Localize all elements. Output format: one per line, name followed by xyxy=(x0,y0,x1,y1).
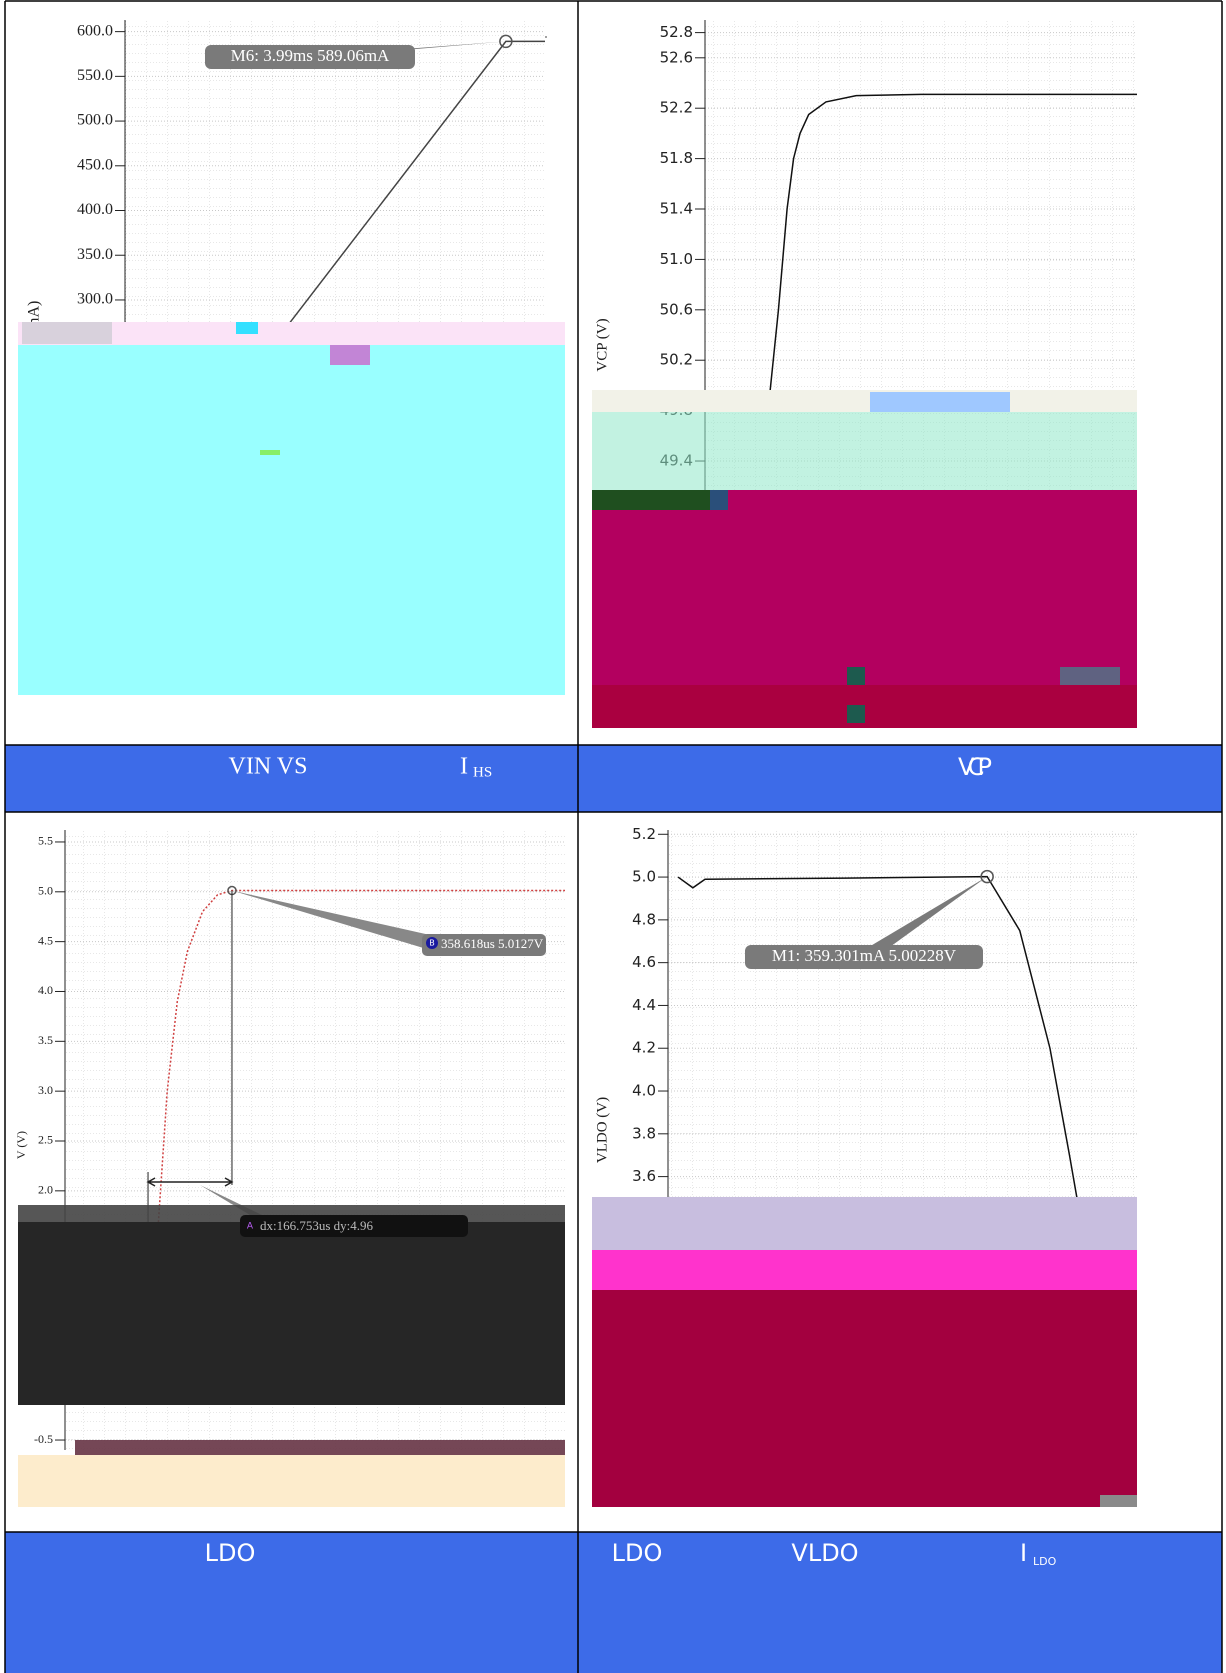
y-tick-label: 3.0 xyxy=(38,1083,53,1097)
annotation: dx:166.753us dy:4.96 xyxy=(260,1218,374,1233)
y-tick-label: 50.6 xyxy=(660,300,693,318)
corrupted-region xyxy=(260,450,280,455)
y-tick-label: 5.0 xyxy=(632,868,656,886)
y-tick-label: 5.5 xyxy=(38,834,53,848)
y-tick-label: 3.5 xyxy=(38,1033,53,1047)
y-tick-label: 3.8 xyxy=(632,1124,656,1142)
corrupted-region xyxy=(1100,1495,1137,1507)
y-tick-label: 350.0 xyxy=(77,246,113,263)
annotation: M6: 3.99ms 589.06mA xyxy=(231,46,390,65)
y-tick-label: 52.2 xyxy=(660,99,693,117)
corrupted-region xyxy=(22,322,112,344)
corrupted-region xyxy=(592,390,1137,412)
caption: VLDO xyxy=(791,1539,858,1567)
badge-label: B xyxy=(429,939,435,948)
y-tick-label: 4.6 xyxy=(632,953,656,971)
y-tick-label: 4.2 xyxy=(632,1039,656,1057)
y-tick-label: -0.5 xyxy=(34,1432,53,1446)
annotation: 358.618us 5.0127V xyxy=(441,936,544,951)
corrupted-region xyxy=(870,392,1010,412)
y-tick-label: 4.0 xyxy=(632,1082,656,1100)
y-tick-label: 5.0 xyxy=(38,884,53,898)
corrupted-region xyxy=(592,1290,1137,1507)
y-tick-label: 450.0 xyxy=(77,156,113,173)
y-tick-label: 600.0 xyxy=(77,22,113,39)
badge-label: A xyxy=(247,1222,254,1232)
caption-sub: LDO xyxy=(1033,1555,1057,1568)
y-tick-label: 4.4 xyxy=(632,996,656,1014)
corrupted-region xyxy=(847,705,865,723)
caption: VIN VS xyxy=(229,754,308,780)
page: 300.0350.0400.0450.0500.0550.0600.0(mA)M… xyxy=(0,0,1226,1673)
y-tick-label: 2.5 xyxy=(38,1133,53,1147)
y-axis-label: VCP (V) xyxy=(594,318,610,371)
y-tick-label: 4.8 xyxy=(632,910,656,928)
y-tick-label: 52.6 xyxy=(660,48,693,66)
y-tick-label: 5.2 xyxy=(632,825,656,843)
corrupted-region xyxy=(592,490,1137,685)
corrupted-region xyxy=(592,490,710,510)
y-tick-label: 400.0 xyxy=(77,201,113,218)
corrupted-region xyxy=(592,412,1137,490)
y-tick-label: 50.2 xyxy=(660,351,693,369)
y-tick-label: 500.0 xyxy=(77,112,113,129)
y-tick-label: 4.5 xyxy=(38,933,53,947)
caption-sub: HS xyxy=(473,764,492,780)
y-tick-label: 51.0 xyxy=(660,250,693,268)
y-tick-label: 3.6 xyxy=(632,1167,656,1185)
y-axis-label: V (V) xyxy=(14,1131,28,1159)
caption: I xyxy=(460,754,468,780)
corrupted-region xyxy=(710,490,728,510)
corrupted-region xyxy=(18,345,565,695)
corrupted-region xyxy=(330,345,370,365)
caption-cell xyxy=(578,1532,1222,1673)
corrupted-region xyxy=(18,1455,565,1507)
y-axis-label: VLDO (V) xyxy=(594,1097,610,1163)
corrupted-region xyxy=(1060,667,1120,685)
corrupted-region xyxy=(592,1250,1137,1290)
y-tick-label: 51.8 xyxy=(660,149,693,167)
y-tick-label: 52.8 xyxy=(660,23,693,41)
caption-cell xyxy=(5,1532,578,1673)
caption-cell xyxy=(578,745,1222,812)
corrupted-region xyxy=(236,322,258,334)
annotation: M1: 359.301mA 5.00228V xyxy=(772,946,957,965)
document: 300.0350.0400.0450.0500.0550.0600.0(mA)M… xyxy=(0,0,1226,1673)
y-tick-label: 4.0 xyxy=(38,983,53,997)
y-tick-label: 2.0 xyxy=(38,1183,53,1197)
y-tick-label: 51.4 xyxy=(660,200,693,218)
corrupted-region xyxy=(18,1222,565,1405)
y-tick-label: 300.0 xyxy=(77,291,113,308)
corrupted-region xyxy=(75,1440,565,1455)
y-tick-label: 550.0 xyxy=(77,67,113,84)
caption: I xyxy=(1020,1539,1027,1567)
caption: LDO xyxy=(612,1539,663,1567)
corrupted-region xyxy=(592,1197,1137,1250)
caption: VCP xyxy=(958,753,992,781)
corrupted-region xyxy=(847,667,865,685)
caption: LDO xyxy=(205,1539,256,1567)
